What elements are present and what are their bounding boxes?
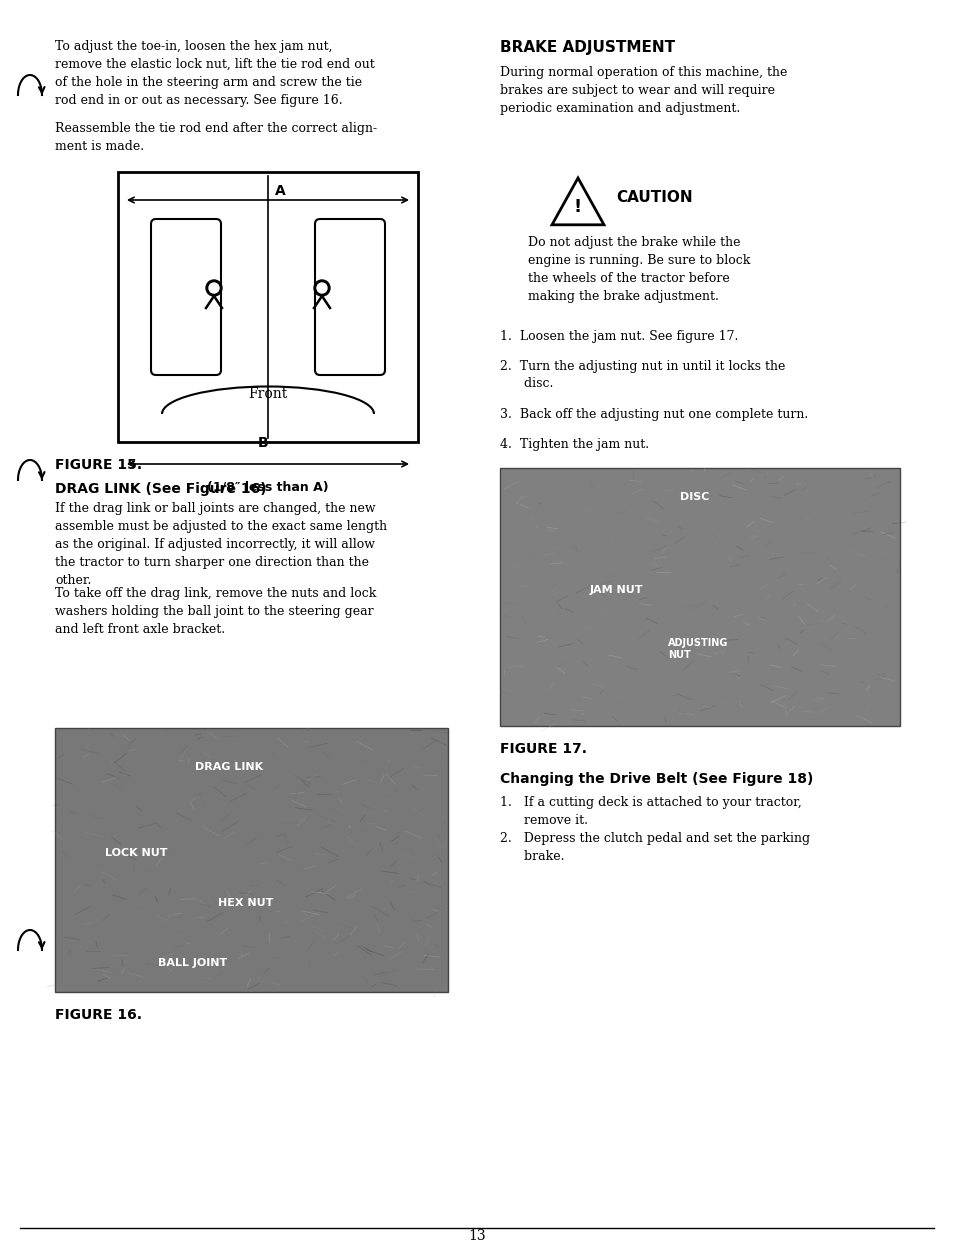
Text: If the drag link or ball joints are changed, the new
assemble must be adjusted t: If the drag link or ball joints are chan…: [55, 502, 387, 587]
Text: 4.  Tighten the jam nut.: 4. Tighten the jam nut.: [499, 439, 648, 451]
Text: During normal operation of this machine, the
brakes are subject to wear and will: During normal operation of this machine,…: [499, 66, 786, 115]
Text: FIGURE 15.: FIGURE 15.: [55, 459, 142, 472]
Circle shape: [206, 280, 222, 297]
Text: !: !: [574, 198, 581, 216]
Text: ADJUSTING
NUT: ADJUSTING NUT: [667, 638, 727, 659]
Text: 1.   If a cutting deck is attached to your tractor,
      remove it.: 1. If a cutting deck is attached to your…: [499, 796, 801, 827]
Text: Front: Front: [248, 388, 287, 401]
Text: BRAKE ADJUSTMENT: BRAKE ADJUSTMENT: [499, 40, 675, 55]
Circle shape: [209, 283, 219, 293]
Circle shape: [316, 283, 327, 293]
Text: Changing the Drive Belt (See Figure 18): Changing the Drive Belt (See Figure 18): [499, 773, 813, 786]
Text: BALL JOINT: BALL JOINT: [158, 958, 227, 968]
Text: JAM NUT: JAM NUT: [589, 586, 643, 596]
Text: LOCK NUT: LOCK NUT: [105, 849, 168, 858]
FancyBboxPatch shape: [151, 219, 221, 375]
Text: Do not adjust the brake while the
engine is running. Be sure to block
the wheels: Do not adjust the brake while the engine…: [527, 235, 750, 303]
Text: 2.  Turn the adjusting nut in until it locks the
      disc.: 2. Turn the adjusting nut in until it lo…: [499, 360, 784, 390]
Text: To adjust the toe-in, loosen the hex jam nut,
remove the elastic lock nut, lift : To adjust the toe-in, loosen the hex jam…: [55, 40, 375, 107]
Text: CAUTION: CAUTION: [616, 189, 692, 206]
Bar: [55, 728, 448, 992]
Bar: [499, 468, 899, 726]
Text: 1.  Loosen the jam nut. See figure 17.: 1. Loosen the jam nut. See figure 17.: [499, 330, 738, 343]
FancyBboxPatch shape: [314, 219, 385, 375]
Text: DISC: DISC: [679, 492, 709, 502]
Text: DRAG LINK: DRAG LINK: [194, 763, 263, 773]
Text: FIGURE 17.: FIGURE 17.: [499, 743, 586, 756]
Text: B: B: [257, 436, 268, 450]
Text: FIGURE 16.: FIGURE 16.: [55, 1008, 142, 1022]
Text: HEX NUT: HEX NUT: [218, 898, 274, 908]
Polygon shape: [552, 178, 603, 224]
Bar: [118, 172, 417, 442]
Text: (1/8″ less than A): (1/8″ less than A): [207, 480, 329, 493]
Text: 13: 13: [468, 1229, 485, 1244]
Text: A: A: [274, 184, 285, 198]
Text: Reassemble the tie rod end after the correct align-
ment is made.: Reassemble the tie rod end after the cor…: [55, 122, 376, 153]
Text: 3.  Back off the adjusting nut one complete turn.: 3. Back off the adjusting nut one comple…: [499, 407, 807, 421]
Circle shape: [314, 280, 330, 297]
Text: To take off the drag link, remove the nuts and lock
washers holding the ball joi: To take off the drag link, remove the nu…: [55, 587, 376, 635]
Text: 2.   Depress the clutch pedal and set the parking
      brake.: 2. Depress the clutch pedal and set the …: [499, 832, 809, 863]
Text: DRAG LINK (See Figure 16): DRAG LINK (See Figure 16): [55, 482, 266, 496]
